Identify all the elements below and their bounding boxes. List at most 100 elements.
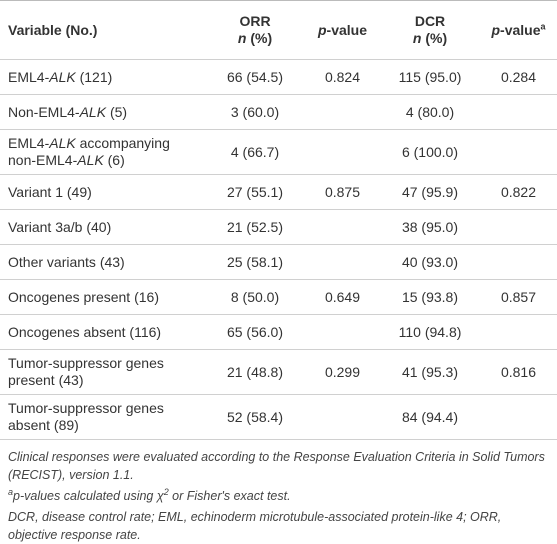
table-cell: 52 (58.4) [205, 394, 305, 440]
table-cell [480, 209, 557, 245]
table-cell: 21 (48.8) [205, 349, 305, 395]
table-cell: 21 (52.5) [205, 209, 305, 245]
table-cell: 0.857 [480, 279, 557, 315]
table-cell: 0.299 [305, 349, 380, 395]
table-row: Oncogenes absent (116) 65 (56.0) 110 (94.8… [0, 314, 557, 350]
table-cell: 0.822 [480, 174, 557, 210]
text-segment: 2 [163, 486, 169, 497]
table-cell: Non-EML4-ALK (5) [0, 94, 205, 130]
table-cell: 65 (56.0) [205, 314, 305, 350]
table-cell: 4 (80.0) [380, 94, 480, 130]
table-cell [305, 129, 380, 175]
header-cell: p-value [305, 0, 380, 60]
table-cell: 0.816 [480, 349, 557, 395]
table-row: EML4-ALK (121) 66 (54.5) 0.824 115 (95.0) 0.… [0, 59, 557, 95]
table-cell: 110 (94.8) [380, 314, 480, 350]
table-row: Variant 1 (49) 27 (55.1) 0.875 47 (95.9) 0.8… [0, 174, 557, 210]
header-row: Variable (No.) ORR n (%) p-value DCR n (%) p-v… [0, 0, 557, 60]
footnote: DCR, disease control rate; EML, echinode… [8, 510, 502, 542]
header-cell: DCR n (%) [380, 0, 480, 60]
footnote: Clinical responses were evaluated accord… [8, 450, 545, 482]
text-segment: DCR [414, 13, 446, 29]
table-cell: 6 (100.0) [380, 129, 480, 175]
table-cell [305, 209, 380, 245]
text-segment: (6) [103, 152, 125, 168]
table-row: Oncogenes present (16) 8 (50.0) 0.649 15 (9… [0, 279, 557, 315]
table-cell: 4 (66.7) [205, 129, 305, 175]
header-cell: ORR n (%) [205, 0, 305, 60]
results-table: Variable (No.) ORR n (%) p-value DCR n (%) p-v… [0, 0, 557, 440]
table-cell: 38 (95.0) [380, 209, 480, 245]
table-body: EML4-ALK (121) 66 (54.5) 0.824 115 (95.0) 0.… [0, 59, 557, 440]
table-cell: 115 (95.0) [380, 59, 480, 95]
table-cell: 8 (50.0) [205, 279, 305, 315]
table-row: Tumor-suppressor genes present (43) 21 (4… [0, 349, 557, 395]
text-segment: (5) [106, 103, 128, 120]
table-cell: 0.284 [480, 59, 557, 95]
text-segment: -value [500, 21, 541, 38]
text-segment: p [13, 489, 20, 503]
text-segment: EML4- [8, 135, 50, 151]
text-segment: ALK [77, 152, 104, 168]
table-cell: EML4-ALK accompanying non-EML4-ALK (6) [0, 129, 205, 175]
text-segment: n [237, 30, 247, 46]
table-cell: Other variants (43) [0, 244, 205, 280]
footnote: ap-values calculated using χ2 or Fisher'… [8, 487, 549, 505]
table-cell [305, 244, 380, 280]
table-row: Non-EML4-ALK (5) 3 (60.0) 4 (80.0) [0, 94, 557, 130]
header-cell: p-valuea [480, 0, 557, 60]
text-segment: ORR [239, 13, 271, 29]
table-cell [480, 94, 557, 130]
text-segment: n [412, 30, 422, 46]
text-segment: -values calculated using χ [19, 489, 164, 503]
table-cell: 3 (60.0) [205, 94, 305, 130]
table-cell: Oncogenes absent (116) [0, 314, 205, 350]
footnotes: Clinical responses were evaluated accord… [0, 440, 557, 544]
table-cell: Oncogenes present (16) [0, 279, 205, 315]
text-segment: a [8, 486, 14, 497]
table-row: Other variants (43) 25 (58.1) 40 (93.0) [0, 244, 557, 280]
text-segment: (121) [75, 68, 113, 85]
text-segment: a [540, 20, 546, 31]
table-row: EML4-ALK accompanying non-EML4-ALK (6) 4 … [0, 129, 557, 175]
table-cell: Variant 3a/b (40) [0, 209, 205, 245]
text-segment: or Fisher's exact test. [168, 489, 291, 503]
text-segment: p [491, 21, 501, 38]
text-segment: (%) [246, 30, 273, 46]
table-cell: Tumor-suppressor genes present (43) [0, 349, 205, 395]
table-cell: 0.875 [305, 174, 380, 210]
table-cell: 41 (95.3) [380, 349, 480, 395]
table-cell: 0.649 [305, 279, 380, 315]
text-segment: Non-EML4- [8, 103, 80, 120]
table-row: Tumor-suppressor genes absent (89) 52 (58… [0, 394, 557, 440]
table-cell [480, 394, 557, 440]
table-cell: 27 (55.1) [205, 174, 305, 210]
table-cell: 66 (54.5) [205, 59, 305, 95]
text-segment: p [317, 21, 327, 38]
table-cell: 25 (58.1) [205, 244, 305, 280]
table-row: Variant 3a/b (40) 21 (52.5) 38 (95.0) [0, 209, 557, 245]
table-cell: 47 (95.9) [380, 174, 480, 210]
table-cell: EML4-ALK (121) [0, 59, 205, 95]
table-cell [305, 314, 380, 350]
table-cell: 84 (94.4) [380, 394, 480, 440]
table-cell [305, 394, 380, 440]
text-segment: ALK [49, 68, 76, 85]
text-segment: ALK [79, 103, 107, 120]
header-cell: Variable (No.) [0, 0, 205, 60]
table-cell: Tumor-suppressor genes absent (89) [0, 394, 205, 440]
text-segment: accompanying non-EML4- [8, 135, 170, 168]
table-cell [480, 244, 557, 280]
table-cell [480, 129, 557, 175]
text-segment: EML4- [8, 68, 50, 85]
text-segment: ALK [49, 135, 76, 151]
table-cell: 0.824 [305, 59, 380, 95]
text-segment: -value [326, 21, 368, 38]
table-cell [480, 314, 557, 350]
text-segment: (%) [421, 30, 448, 46]
table-cell: 15 (93.8) [380, 279, 480, 315]
table-cell: Variant 1 (49) [0, 174, 205, 210]
text-segment: Variable (No.) [8, 21, 98, 38]
table-cell: 40 (93.0) [380, 244, 480, 280]
